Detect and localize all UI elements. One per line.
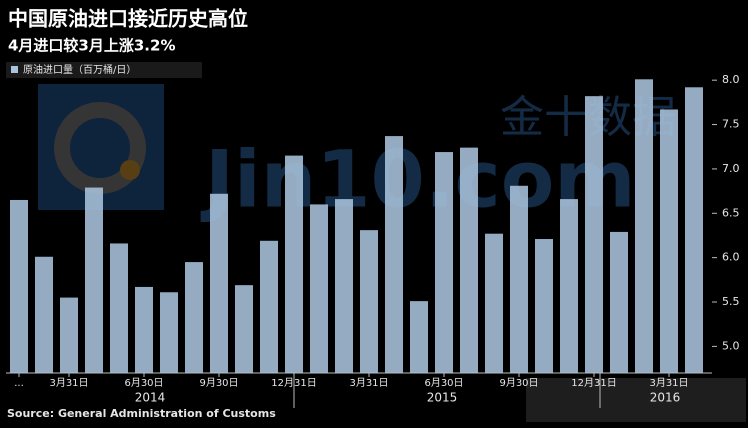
bar (435, 152, 453, 373)
bar (360, 230, 378, 373)
year-panel (526, 378, 746, 422)
legend-label: 原油进口量（百万桶/日） (23, 63, 136, 76)
x-tick-label: 3月31日 (649, 377, 688, 389)
year-label: 2016 (650, 391, 681, 405)
bar (210, 193, 228, 373)
y-tick-label: 7.0 (722, 162, 740, 175)
bar (235, 285, 253, 373)
bar (60, 297, 78, 373)
bar (560, 199, 578, 373)
chart-subtitle: 4月进口较3月上涨3.2% (8, 37, 175, 55)
bar (110, 243, 128, 373)
bar (260, 240, 278, 373)
bar (410, 301, 428, 373)
bar (285, 155, 303, 373)
y-tick-label: 8.0 (722, 73, 740, 86)
y-tick-label: 6.0 (722, 251, 740, 264)
bar (310, 204, 328, 373)
source: Source: General Administration of Custom… (7, 407, 276, 420)
x-tick-label: 6月30日 (424, 377, 463, 389)
x-tick-label: 9月30日 (499, 377, 538, 389)
bar (460, 147, 478, 373)
x-tick-label: 12月31日 (271, 377, 316, 389)
bar (510, 185, 528, 373)
y-tick-label: 6.5 (722, 206, 740, 219)
chart-title: 中国原油进口接近历史高位 (8, 7, 248, 31)
x-tick-label: 9月30日 (199, 377, 238, 389)
bar (535, 239, 553, 373)
bar (635, 79, 653, 373)
bar (135, 286, 153, 373)
bar (335, 199, 353, 373)
bar (85, 187, 103, 373)
x-tick-label: 6月30日 (124, 377, 163, 389)
bar (160, 292, 178, 373)
y-tick-label: 5.5 (722, 295, 740, 308)
x-tick-label: ... (14, 378, 24, 389)
watermark-dot (120, 160, 140, 180)
bar (185, 262, 203, 373)
legend (6, 62, 202, 78)
year-label: 2015 (427, 391, 458, 405)
watermark: 金十数据 Jin10.com (38, 84, 676, 225)
y-tick-label: 5.0 (722, 339, 740, 352)
x-tick-label: 3月31日 (349, 377, 388, 389)
bar (485, 233, 503, 373)
bar (35, 256, 53, 373)
bar (660, 109, 678, 374)
x-tick-label: 3月31日 (49, 377, 88, 389)
x-tick-label: 12月31日 (571, 377, 616, 389)
bar (385, 136, 403, 373)
bar (610, 231, 628, 373)
legend-swatch (11, 66, 18, 73)
watermark-ring (54, 102, 146, 194)
year-label: 2014 (135, 391, 166, 405)
y-tick-label: 7.5 (722, 118, 740, 131)
bar (10, 199, 28, 373)
bar (585, 96, 603, 373)
bar (685, 87, 703, 374)
